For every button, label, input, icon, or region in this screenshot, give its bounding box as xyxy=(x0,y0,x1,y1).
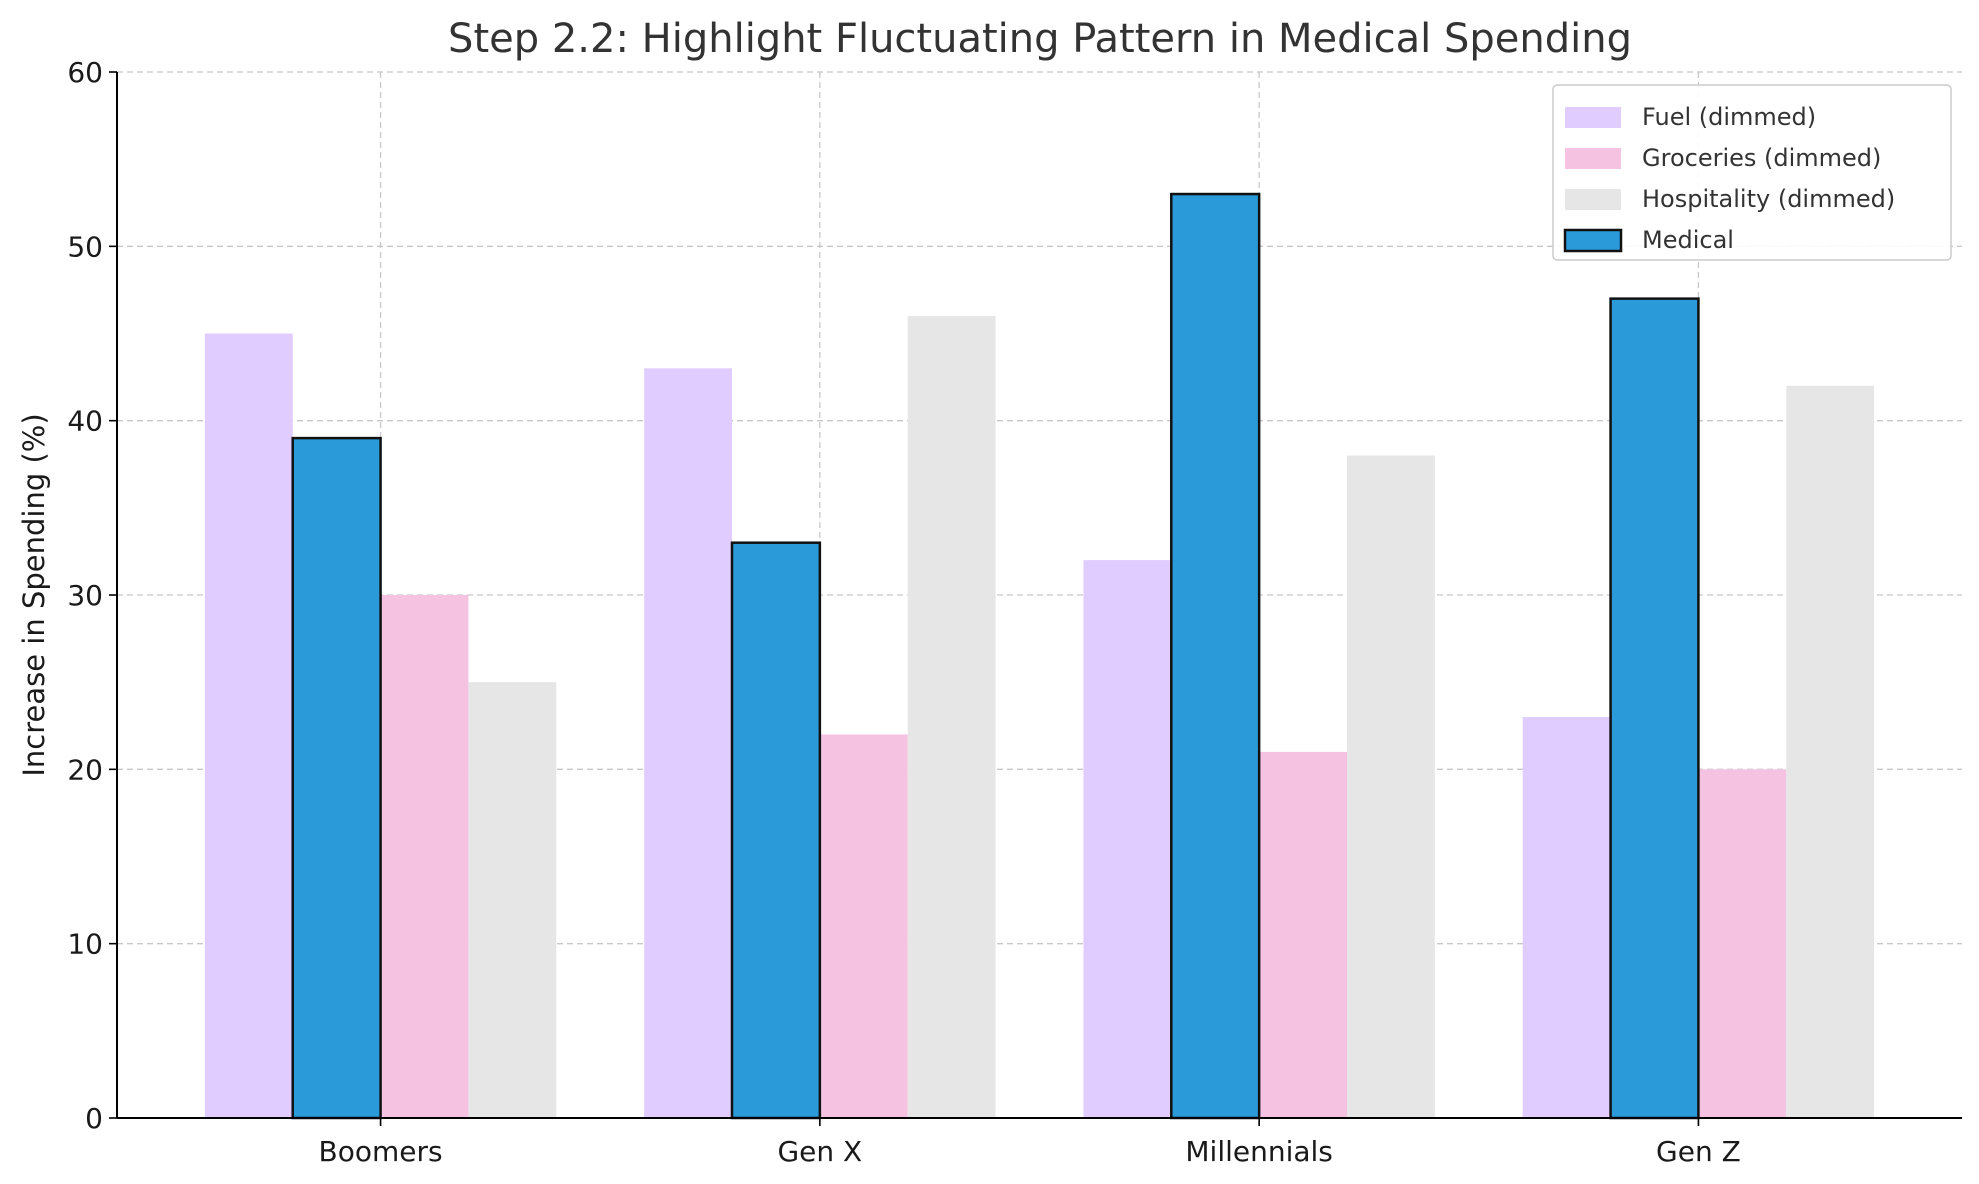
bar-hospitality-dimmed-boomers xyxy=(468,682,557,1118)
chart-title: Step 2.2: Highlight Fluctuating Pattern … xyxy=(448,16,1632,62)
y-tick-label: 10 xyxy=(67,928,103,961)
y-axis-label: Increase in Spending (%) xyxy=(17,413,51,776)
y-tick-label: 50 xyxy=(67,230,103,263)
bar-groceries-dimmed-gen-z xyxy=(1698,769,1787,1118)
legend-label-fuel-dimmed: Fuel (dimmed) xyxy=(1642,103,1816,131)
bars xyxy=(204,192,1875,1120)
bar-fuel-dimmed-millennials xyxy=(1083,560,1172,1118)
bar-medical-gen-x xyxy=(730,541,822,1120)
legend-swatch-hospitality-dimmed xyxy=(1565,189,1621,210)
x-tick-label: Gen X xyxy=(777,1135,862,1168)
bar-hospitality-dimmed-millennials xyxy=(1347,455,1435,1118)
tick-labels: 0 10 20 30 40 50 60 Boomers Gen X Millennials Gen … xyxy=(67,56,1740,1168)
bar-medical-millennials xyxy=(1170,192,1261,1120)
legend: Fuel (dimmed) Groceries (dimmed) Hospitali… xyxy=(1552,84,1952,261)
bar-hospitality-dimmed-gen-z xyxy=(1786,385,1875,1118)
bar-medical-boomers xyxy=(291,436,382,1120)
bar-fuel-dimmed-boomers xyxy=(204,333,293,1118)
y-tick-label: 60 xyxy=(67,56,103,89)
legend-swatch-groceries-dimmed xyxy=(1565,148,1621,169)
x-tick-label: Millennials xyxy=(1185,1135,1333,1168)
x-tick-label: Gen Z xyxy=(1656,1135,1741,1168)
bar-groceries-dimmed-millennials xyxy=(1259,751,1347,1118)
bar-fuel-dimmed-gen-z xyxy=(1522,717,1611,1118)
bar-medical-gen-z xyxy=(1609,297,1700,1120)
bar-fuel-dimmed-gen-x xyxy=(644,368,732,1118)
legend-swatch-medical xyxy=(1563,228,1623,253)
y-tick-label: 0 xyxy=(85,1102,103,1135)
y-tick-label: 40 xyxy=(67,405,103,438)
bar-groceries-dimmed-boomers xyxy=(380,595,469,1118)
bar-groceries-dimmed-gen-x xyxy=(819,734,908,1118)
bar-hospitality-dimmed-gen-x xyxy=(907,316,996,1119)
legend-label-hospitality-dimmed: Hospitality (dimmed) xyxy=(1642,185,1895,213)
y-tick-label: 20 xyxy=(67,753,103,786)
legend-box xyxy=(1552,84,1952,261)
x-tick-label: Boomers xyxy=(319,1135,443,1168)
y-tick-label: 30 xyxy=(67,579,103,612)
legend-label-groceries-dimmed: Groceries (dimmed) xyxy=(1642,144,1881,172)
legend-swatch-fuel-dimmed xyxy=(1565,107,1621,128)
legend-label-medical: Medical xyxy=(1642,226,1734,254)
